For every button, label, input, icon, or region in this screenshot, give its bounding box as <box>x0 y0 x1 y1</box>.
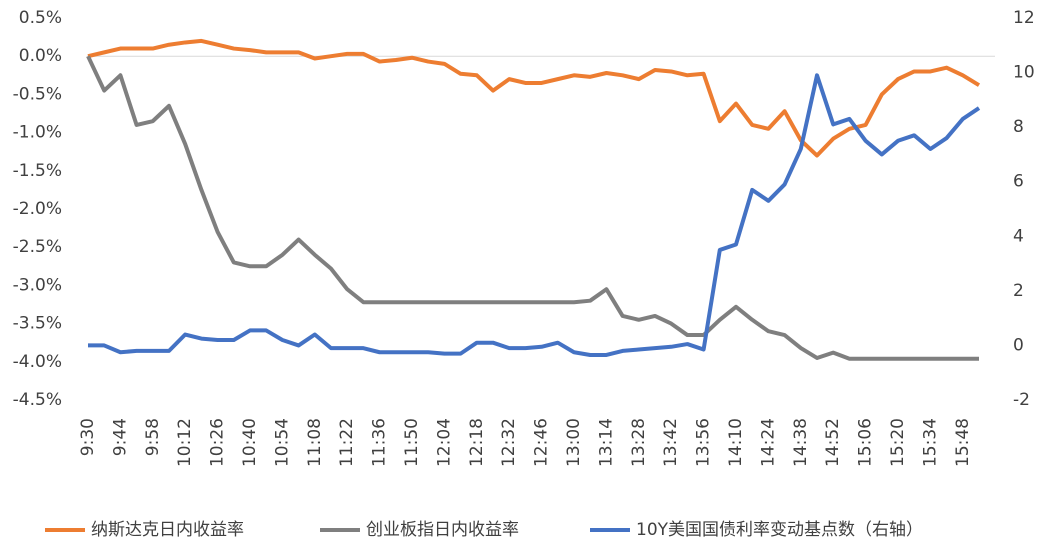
x-tick-label: 9:58 <box>143 418 163 456</box>
y-tick-label: -3.0% <box>13 275 62 295</box>
x-tick-label: 10:12 <box>175 418 195 467</box>
y-tick-label: -4.5% <box>13 390 62 410</box>
y2-tick-label: 0 <box>1013 335 1024 355</box>
x-tick-label: 11:08 <box>305 418 325 467</box>
legend-label: 10Y美国国债利率变动基点数（右轴） <box>636 520 923 540</box>
x-tick-label: 10:54 <box>272 418 292 467</box>
x-tick-label: 13:14 <box>596 418 616 467</box>
y2-tick-label: 2 <box>1013 281 1024 301</box>
x-tick-label: 13:00 <box>564 418 584 467</box>
x-tick-label: 13:56 <box>694 418 714 467</box>
y-tick-label: -2.0% <box>13 199 62 219</box>
y-tick-label: 0.5% <box>19 8 62 28</box>
x-tick-label: 11:22 <box>337 418 357 467</box>
x-tick-label: 9:30 <box>78 418 98 456</box>
y2-tick-label: 4 <box>1013 226 1024 246</box>
x-tick-label: 9:44 <box>110 418 130 456</box>
y2-tick-label: -2 <box>1013 390 1030 410</box>
y-tick-label: -0.5% <box>13 84 62 104</box>
series-line <box>86 55 979 361</box>
x-tick-label: 15:48 <box>953 418 973 467</box>
x-tick-label: 12:04 <box>434 418 454 467</box>
y-tick-label: -1.0% <box>13 123 62 143</box>
x-tick-label: 12:18 <box>467 418 487 467</box>
legend-label: 创业板指日内收益率 <box>366 520 519 540</box>
x-tick-label: 10:40 <box>240 418 260 467</box>
y-tick-label: -1.5% <box>13 161 62 181</box>
x-tick-label: 11:36 <box>370 418 390 467</box>
x-tick-label: 10:26 <box>208 418 228 467</box>
x-tick-label: 12:32 <box>499 418 519 467</box>
x-tick-label: 14:52 <box>823 418 843 467</box>
x-tick-label: 12:46 <box>532 418 552 467</box>
y2-tick-label: 12 <box>1013 8 1035 28</box>
y2-tick-label: 10 <box>1013 63 1035 83</box>
x-tick-label: 15:06 <box>856 418 876 467</box>
y2-tick-label: 6 <box>1013 172 1024 192</box>
y-tick-label: -4.0% <box>13 352 62 372</box>
x-tick-label: 14:24 <box>758 418 778 467</box>
x-tick-label: 13:28 <box>629 418 649 467</box>
x-tick-label: 15:34 <box>920 418 940 467</box>
series-line <box>87 38 981 158</box>
x-tick-label: 14:38 <box>791 418 811 467</box>
x-tick-label: 15:20 <box>888 418 908 467</box>
legend-label: 纳斯达克日内收益率 <box>91 520 244 540</box>
y-tick-label: -3.5% <box>13 314 62 334</box>
y-tick-label: -2.5% <box>13 237 62 257</box>
x-tick-label: 14:10 <box>726 418 746 467</box>
series-line <box>88 73 981 357</box>
y2-tick-label: 8 <box>1013 117 1024 137</box>
y-tick-label: 0.0% <box>19 46 62 66</box>
x-tick-label: 13:42 <box>661 418 681 467</box>
x-tick-label: 11:50 <box>402 418 422 467</box>
